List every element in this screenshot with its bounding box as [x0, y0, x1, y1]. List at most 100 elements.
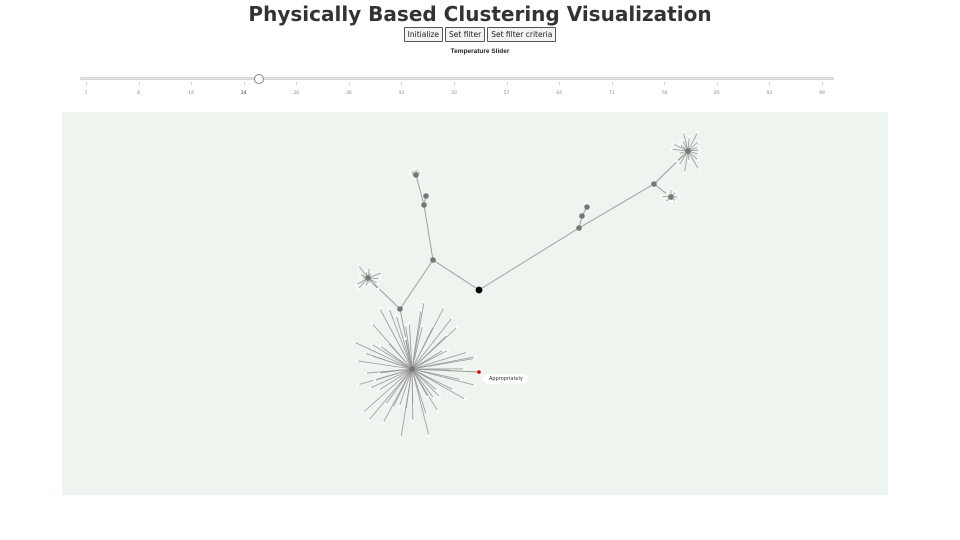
- leaf-node[interactable]: [364, 269, 368, 273]
- leaf-node[interactable]: [419, 308, 423, 312]
- cluster-node[interactable]: [579, 213, 585, 219]
- leaf-node[interactable]: [353, 340, 356, 344]
- leaf-node[interactable]: [394, 314, 398, 317]
- leaf-node[interactable]: [368, 282, 372, 286]
- leaf-node[interactable]: [363, 351, 367, 355]
- cluster-node[interactable]: [365, 275, 371, 281]
- leaf-node[interactable]: [387, 307, 391, 311]
- leaf-node[interactable]: [427, 434, 431, 437]
- leaf-node[interactable]: [678, 143, 681, 146]
- leaf-node[interactable]: [360, 276, 363, 280]
- initialize-button[interactable]: Initialize: [403, 27, 444, 42]
- leaf-node[interactable]: [404, 323, 407, 327]
- leaf-node[interactable]: [356, 383, 360, 387]
- leaf-node[interactable]: [671, 142, 675, 146]
- leaf-node[interactable]: [455, 325, 459, 329]
- leaf-node[interactable]: [698, 148, 701, 152]
- cluster-node[interactable]: [421, 202, 427, 208]
- leaf-node[interactable]: [378, 307, 381, 310]
- leaf-node[interactable]: [696, 158, 700, 162]
- leaf-node[interactable]: [687, 135, 691, 139]
- leaf-node[interactable]: [361, 411, 365, 414]
- leaf-node[interactable]: [412, 167, 416, 171]
- leaf-node[interactable]: [664, 200, 667, 204]
- leaf-node[interactable]: [669, 199, 673, 203]
- leaf-node[interactable]: [364, 285, 368, 289]
- cluster-graph[interactable]: [62, 112, 888, 495]
- leaf-node[interactable]: [474, 355, 477, 358]
- leaf-node[interactable]: [674, 199, 678, 203]
- leaf-node[interactable]: [675, 159, 679, 163]
- leaf-node[interactable]: [422, 300, 426, 304]
- leaf-node[interactable]: [398, 404, 401, 408]
- leaf-node[interactable]: [358, 273, 362, 276]
- leaf-node[interactable]: [674, 190, 678, 193]
- cluster-node[interactable]: [576, 225, 582, 231]
- cluster-node[interactable]: [685, 148, 691, 154]
- leaf-node[interactable]: [583, 202, 587, 205]
- leaf-node[interactable]: [373, 379, 377, 382]
- leaf-node[interactable]: [463, 367, 466, 371]
- leaf-node[interactable]: [368, 265, 371, 269]
- cluster-node[interactable]: [423, 193, 429, 199]
- leaf-node[interactable]: [370, 342, 373, 346]
- set-filter-criteria-button[interactable]: Set filter criteria: [487, 27, 557, 42]
- leaf-node[interactable]: [408, 322, 411, 325]
- leaf-node[interactable]: [370, 322, 374, 325]
- leaf-node[interactable]: [435, 389, 439, 392]
- leaf-node[interactable]: [376, 282, 380, 285]
- leaf-node[interactable]: [380, 271, 384, 274]
- leaf-node[interactable]: [357, 264, 360, 267]
- leaf-node[interactable]: [463, 398, 467, 401]
- leaf-node[interactable]: [409, 173, 412, 176]
- leaf-node[interactable]: [452, 388, 455, 392]
- leaf-node[interactable]: [677, 163, 681, 167]
- leaf-node[interactable]: [696, 130, 699, 134]
- leaf-node[interactable]: [436, 409, 440, 413]
- leaf-node[interactable]: [391, 406, 395, 410]
- leaf-node[interactable]: [677, 195, 681, 199]
- leaf-node[interactable]: [697, 168, 700, 171]
- temperature-slider-track[interactable]: [80, 77, 834, 80]
- leaf-node[interactable]: [432, 396, 435, 400]
- set-filter-button[interactable]: Set filter: [445, 27, 486, 42]
- cluster-node[interactable]: [397, 306, 403, 312]
- leaf-node[interactable]: [404, 337, 407, 341]
- leaf-node[interactable]: [355, 359, 359, 363]
- leaf-node[interactable]: [466, 350, 469, 354]
- leaf-node[interactable]: [426, 395, 430, 399]
- root-node[interactable]: [475, 286, 483, 294]
- leaf-node[interactable]: [666, 192, 669, 195]
- leaf-node[interactable]: [377, 388, 381, 392]
- leaf-node[interactable]: [473, 383, 477, 387]
- leaf-node[interactable]: [669, 187, 673, 190]
- leaf-node[interactable]: [378, 277, 382, 280]
- leaf-node[interactable]: [697, 139, 700, 143]
- leaf-node[interactable]: [367, 418, 371, 422]
- leaf-node[interactable]: [687, 159, 691, 163]
- leaf-node[interactable]: [378, 344, 382, 348]
- leaf-node[interactable]: [384, 402, 387, 406]
- leaf-node[interactable]: [696, 145, 700, 149]
- leaf-node[interactable]: [442, 305, 446, 309]
- leaf-node[interactable]: [659, 194, 663, 198]
- leaf-node[interactable]: [409, 169, 412, 172]
- leaf-node[interactable]: [441, 348, 445, 352]
- cluster-node[interactable]: [651, 181, 657, 187]
- leaf-node[interactable]: [446, 348, 450, 352]
- leaf-node[interactable]: [364, 371, 367, 375]
- leaf-node[interactable]: [424, 413, 428, 416]
- leaf-node[interactable]: [419, 170, 423, 173]
- leaf-node[interactable]: [473, 357, 476, 360]
- leaf-node[interactable]: [683, 171, 686, 174]
- leaf-node[interactable]: [356, 287, 360, 291]
- leaf-node[interactable]: [459, 378, 463, 381]
- highlighted-node[interactable]: [477, 370, 481, 374]
- cluster-node[interactable]: [584, 204, 590, 210]
- leaf-node[interactable]: [682, 130, 685, 134]
- leaf-node[interactable]: [381, 421, 385, 424]
- leaf-node[interactable]: [450, 316, 454, 320]
- temperature-slider-thumb[interactable]: [254, 74, 264, 84]
- leaf-node[interactable]: [697, 153, 701, 156]
- leaf-node[interactable]: [399, 436, 403, 439]
